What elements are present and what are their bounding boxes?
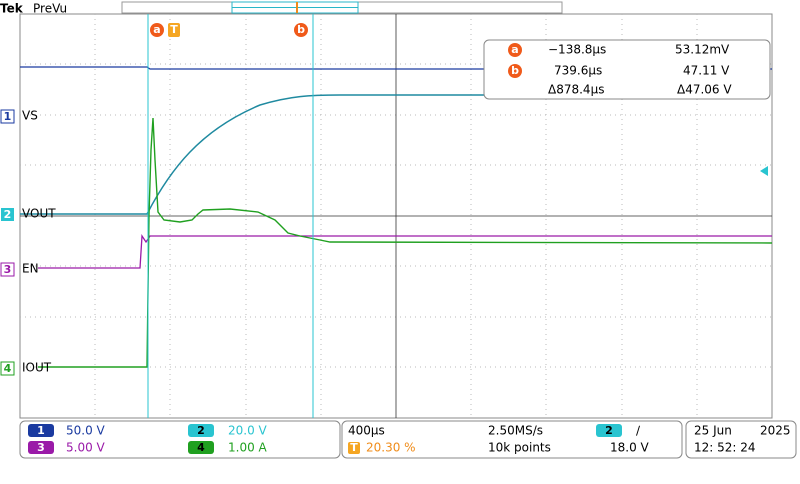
- ch1-label: VS: [22, 109, 38, 123]
- ch1-number: 1: [4, 110, 12, 123]
- ch2-scale: 20.0 V: [228, 424, 268, 438]
- trigger-position-icon: [348, 442, 360, 454]
- ch3-scale-number: 3: [37, 441, 45, 454]
- readout-marker: [508, 64, 522, 78]
- ch1-scale: 50.0 V: [66, 424, 106, 438]
- readout-marker-label: a: [511, 43, 518, 56]
- ch1-badge: [0, 109, 15, 124]
- ch1-scale-badge: [28, 424, 54, 437]
- brand: Tek: [0, 2, 24, 16]
- ch3-badge: [0, 262, 15, 277]
- year: 2025: [760, 424, 791, 438]
- ch3-label: EN: [22, 262, 39, 276]
- trigger-source: 2: [605, 424, 613, 437]
- clock-panel: [685, 420, 797, 459]
- trace-ch2: [20, 94, 484, 215]
- time: 12: 52: 24: [694, 441, 756, 455]
- ch2-scale-badge: [188, 424, 214, 437]
- trigger-position: 20.30 %: [366, 441, 416, 455]
- readout-delta-value: Δ47.06 V: [677, 83, 732, 97]
- ch4-scale-number: 4: [197, 441, 205, 454]
- ch2-badge: [1, 208, 14, 221]
- cursor-b-marker: [294, 23, 308, 37]
- ch2-label: VOUT: [22, 207, 56, 221]
- readout-time: −138.8µs: [548, 43, 606, 57]
- trace-ch3: [38, 234, 772, 269]
- readout-marker: [508, 43, 522, 57]
- ch1-scale-number: 1: [37, 424, 45, 437]
- ch4-number: 4: [4, 362, 12, 375]
- ch3-number: 3: [4, 263, 12, 276]
- ch4-scale-badge: [188, 441, 214, 454]
- readout-time: 739.6µs: [554, 64, 602, 78]
- cursor-a-label: a: [153, 23, 160, 36]
- trace-ch4: [38, 117, 773, 368]
- trigger-source-badge: [596, 424, 622, 437]
- scale-panel: [19, 420, 341, 459]
- ch4-label: IOUT: [22, 361, 52, 375]
- cursor-b-label: b: [297, 23, 305, 36]
- trigger-marker: [168, 23, 180, 37]
- readout-value: 53.12mV: [675, 43, 730, 57]
- record-length: 10k points: [488, 441, 551, 455]
- date: 25 Jun: [694, 424, 732, 438]
- mode: PreVu: [33, 2, 67, 16]
- readout-value: 47.11 V: [683, 64, 730, 78]
- readout-delta-time: Δ878.4µs: [548, 83, 604, 97]
- ch4-badge: [0, 361, 15, 376]
- ch4-scale: 1.00 A: [228, 441, 268, 455]
- ch3-scale: 5.00 V: [66, 441, 106, 455]
- ch3-scale-badge: [28, 441, 54, 454]
- trigger-slope: ∕: [636, 424, 641, 438]
- trigger-level: 18.0 V: [610, 441, 650, 455]
- trigger-position-icon-label: T: [350, 441, 358, 454]
- readout-box: [483, 39, 771, 100]
- trigger-label: T: [170, 23, 178, 36]
- sample-rate: 2.50MS/s: [488, 424, 543, 438]
- trigger-level-arrow: [760, 166, 768, 176]
- readout-marker-label: b: [511, 64, 519, 77]
- ch2-number: 2: [4, 208, 12, 221]
- ch2-scale-number: 2: [197, 424, 205, 437]
- cursor-a-marker: [150, 23, 164, 37]
- timebase: 400µs: [348, 424, 385, 438]
